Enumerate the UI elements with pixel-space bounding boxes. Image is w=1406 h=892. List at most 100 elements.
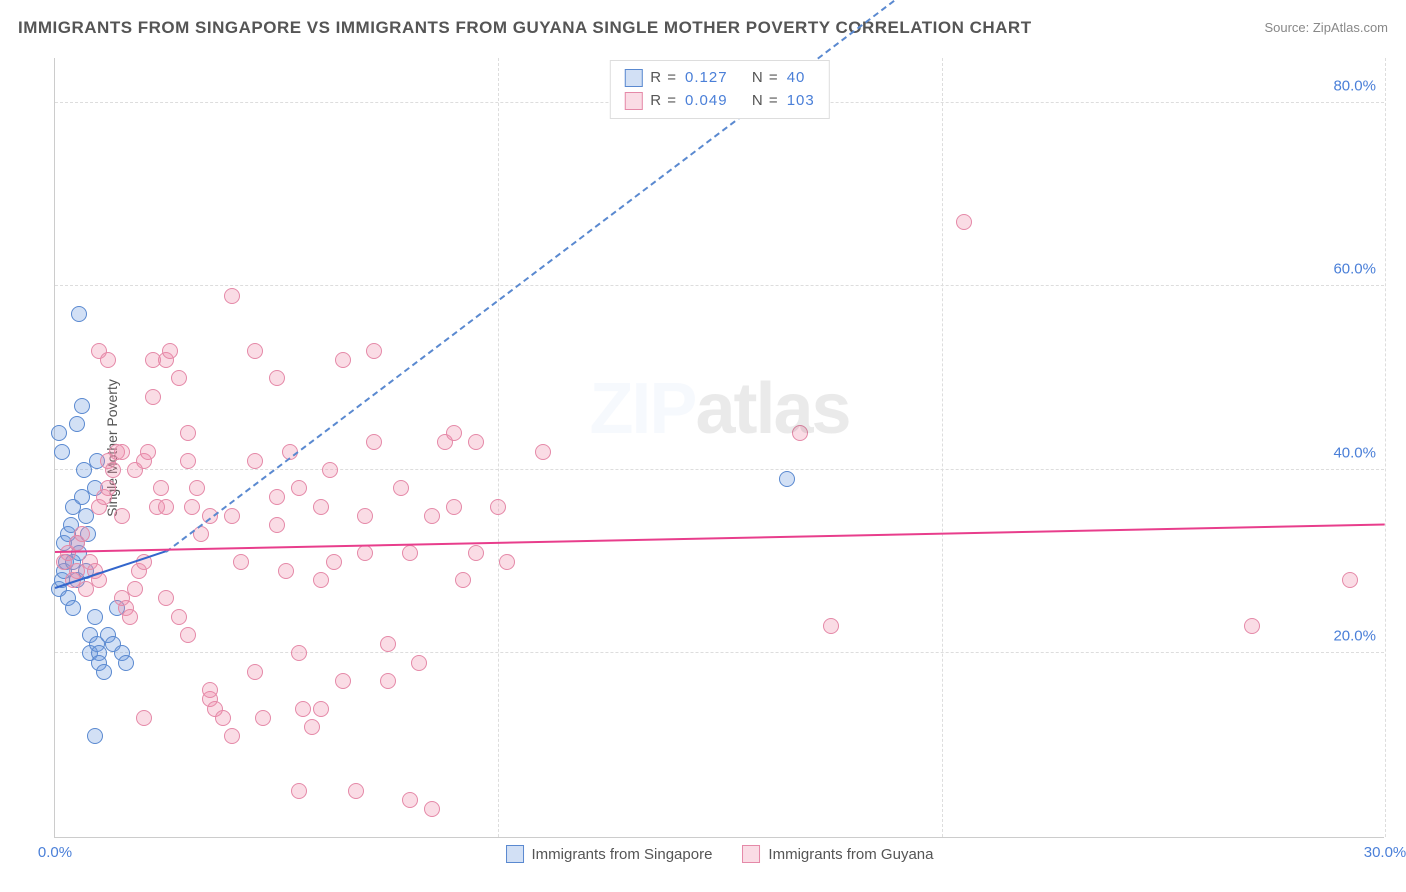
data-point xyxy=(295,701,311,717)
data-point xyxy=(100,352,116,368)
data-point xyxy=(153,480,169,496)
legend-stat-row: R = 0.127 N = 40 xyxy=(624,67,814,90)
data-point xyxy=(269,489,285,505)
data-point xyxy=(202,682,218,698)
data-point xyxy=(424,801,440,817)
data-point xyxy=(402,792,418,808)
legend-series-label: Immigrants from Singapore xyxy=(532,846,713,863)
gridline-v xyxy=(498,58,499,837)
data-point xyxy=(100,480,116,496)
data-point xyxy=(224,728,240,744)
data-point xyxy=(1342,572,1358,588)
data-point xyxy=(215,710,231,726)
data-point xyxy=(74,398,90,414)
data-point xyxy=(180,453,196,469)
y-tick-label: 60.0% xyxy=(1333,261,1376,278)
chart-title: IMMIGRANTS FROM SINGAPORE VS IMMIGRANTS … xyxy=(18,18,1388,38)
data-point xyxy=(335,673,351,689)
data-point xyxy=(96,664,112,680)
data-point xyxy=(792,425,808,441)
gridline-h xyxy=(55,285,1384,286)
legend-stats: R = 0.127 N = 40 R = 0.049 N = 103 xyxy=(609,60,829,119)
data-point xyxy=(335,352,351,368)
data-point xyxy=(313,701,329,717)
data-point xyxy=(114,444,130,460)
data-point xyxy=(499,554,515,570)
data-point xyxy=(380,636,396,652)
data-point xyxy=(224,508,240,524)
data-point xyxy=(224,288,240,304)
data-point xyxy=(247,664,263,680)
data-point xyxy=(468,545,484,561)
legend-swatch xyxy=(506,845,524,863)
data-point xyxy=(269,370,285,386)
data-point xyxy=(779,471,795,487)
source-label: Source: ZipAtlas.com xyxy=(1264,20,1388,35)
data-point xyxy=(87,728,103,744)
data-point xyxy=(171,609,187,625)
data-point xyxy=(118,655,134,671)
data-point xyxy=(140,444,156,460)
legend-swatch xyxy=(624,69,642,87)
data-point xyxy=(424,508,440,524)
data-point xyxy=(51,425,67,441)
chart-container: IMMIGRANTS FROM SINGAPORE VS IMMIGRANTS … xyxy=(18,18,1388,874)
watermark: ZIPatlas xyxy=(589,368,849,450)
data-point xyxy=(348,783,364,799)
data-point xyxy=(233,554,249,570)
legend-swatch xyxy=(742,845,760,863)
data-point xyxy=(357,545,373,561)
data-point xyxy=(158,590,174,606)
data-point xyxy=(114,508,130,524)
data-point xyxy=(366,343,382,359)
data-point xyxy=(71,306,87,322)
data-point xyxy=(402,545,418,561)
x-tick-label: 30.0% xyxy=(1364,844,1406,861)
data-point xyxy=(455,572,471,588)
data-point xyxy=(87,609,103,625)
gridline-v xyxy=(1385,58,1386,837)
data-point xyxy=(468,434,484,450)
y-tick-label: 20.0% xyxy=(1333,628,1376,645)
data-point xyxy=(54,444,70,460)
data-point xyxy=(74,526,90,542)
data-point xyxy=(105,462,121,478)
data-point xyxy=(162,343,178,359)
data-point xyxy=(184,499,200,515)
data-point xyxy=(127,581,143,597)
data-point xyxy=(65,600,81,616)
data-point xyxy=(366,434,382,450)
plot-area: Single Mother Poverty 20.0%40.0%60.0%80.… xyxy=(54,58,1384,838)
trend-line xyxy=(55,523,1385,553)
data-point xyxy=(145,352,161,368)
data-point xyxy=(278,563,294,579)
legend-series-label: Immigrants from Guyana xyxy=(768,846,933,863)
data-point xyxy=(956,214,972,230)
data-point xyxy=(535,444,551,460)
data-point xyxy=(446,499,462,515)
data-point xyxy=(322,462,338,478)
data-point xyxy=(1244,618,1260,634)
data-point xyxy=(269,517,285,533)
data-point xyxy=(180,425,196,441)
legend-series-item: Immigrants from Singapore xyxy=(506,845,713,863)
legend-series-item: Immigrants from Guyana xyxy=(742,845,933,863)
legend-series: Immigrants from Singapore Immigrants fro… xyxy=(506,845,934,863)
data-point xyxy=(291,645,307,661)
y-tick-label: 80.0% xyxy=(1333,77,1376,94)
data-point xyxy=(446,425,462,441)
data-point xyxy=(247,343,263,359)
data-point xyxy=(313,499,329,515)
data-point xyxy=(313,572,329,588)
data-point xyxy=(380,673,396,689)
legend-swatch xyxy=(624,92,642,110)
gridline-h xyxy=(55,652,1384,653)
data-point xyxy=(158,499,174,515)
data-point xyxy=(127,462,143,478)
data-point xyxy=(393,480,409,496)
data-point xyxy=(490,499,506,515)
data-point xyxy=(291,783,307,799)
data-point xyxy=(357,508,373,524)
data-point xyxy=(122,609,138,625)
x-tick-label: 0.0% xyxy=(38,844,72,861)
